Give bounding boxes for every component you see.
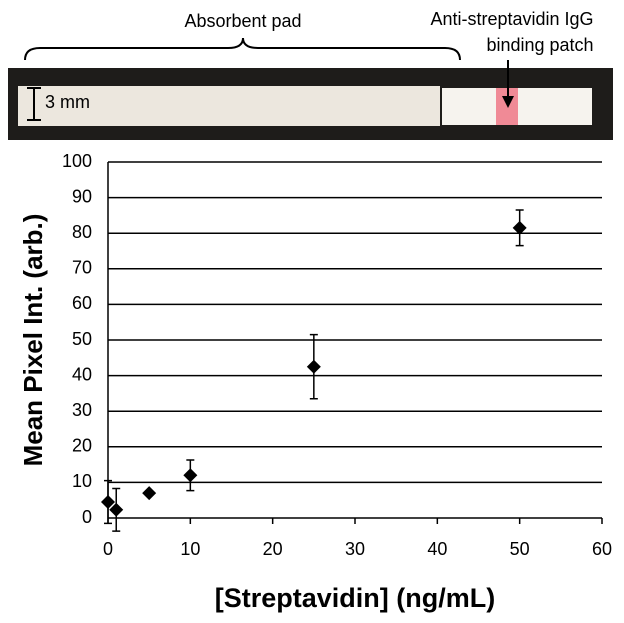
y-tick-label: 60	[72, 293, 92, 313]
y-tick-label: 90	[72, 186, 92, 206]
point	[512, 220, 527, 235]
scale-label: 3 mm	[45, 92, 90, 112]
y-tick-label: 30	[72, 400, 92, 420]
y-tick-label: 80	[72, 222, 92, 242]
point	[142, 486, 157, 501]
y-tick-label: 0	[82, 507, 92, 527]
patch-label: Anti-streptavidin IgG	[430, 9, 593, 29]
x-tick-label: 0	[103, 539, 113, 559]
point	[109, 502, 124, 517]
patch-label: binding patch	[486, 35, 593, 55]
y-tick-label: 20	[72, 436, 92, 456]
point	[183, 468, 198, 483]
x-tick-label: 30	[345, 539, 365, 559]
x-tick-label: 50	[510, 539, 530, 559]
y-tick-label: 50	[72, 329, 92, 349]
point	[306, 359, 321, 374]
scale-bar	[27, 87, 41, 121]
x-tick-label: 10	[180, 539, 200, 559]
x-tick-label: 60	[592, 539, 612, 559]
y-tick-label: 100	[62, 151, 92, 171]
x-tick-label: 40	[427, 539, 447, 559]
absorbent-pad	[18, 86, 440, 126]
y-tick-label: 40	[72, 364, 92, 384]
x-axis-title: [Streptavidin] (ng/mL)	[215, 583, 495, 613]
brace	[24, 37, 461, 61]
pad-label: Absorbent pad	[184, 11, 301, 31]
arrow-head	[502, 96, 514, 108]
point	[101, 494, 115, 509]
y-tick-label: 10	[72, 471, 92, 491]
y-axis-title: Mean Pixel Int. (arb.)	[18, 214, 48, 467]
x-tick-label: 20	[263, 539, 283, 559]
y-tick-label: 70	[72, 258, 92, 278]
